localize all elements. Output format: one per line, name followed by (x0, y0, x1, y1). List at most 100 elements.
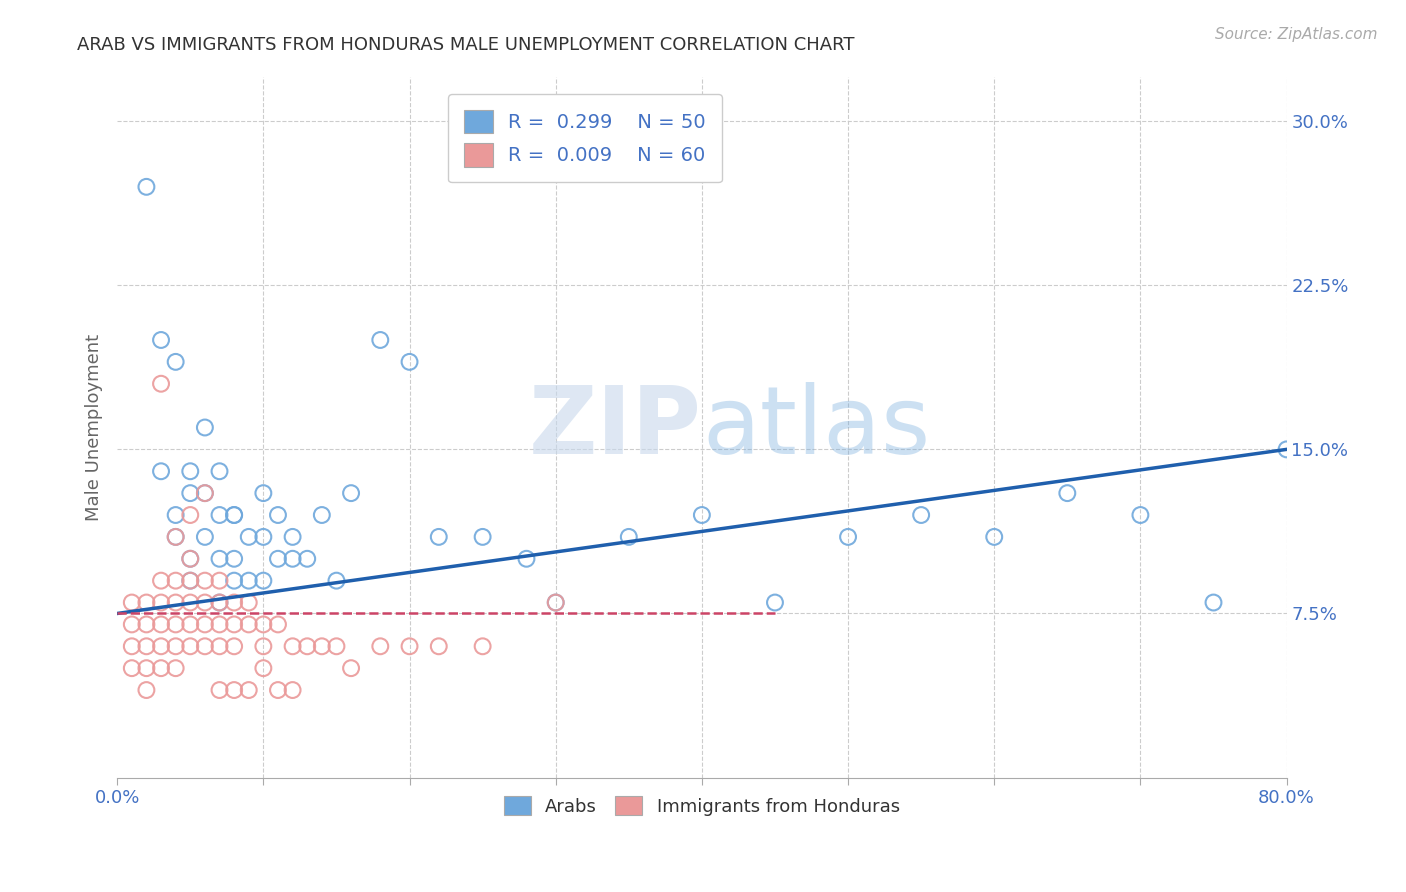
Text: ARAB VS IMMIGRANTS FROM HONDURAS MALE UNEMPLOYMENT CORRELATION CHART: ARAB VS IMMIGRANTS FROM HONDURAS MALE UN… (77, 36, 855, 54)
Point (252, 617, 274, 632)
Point (281, 683, 304, 698)
Point (281, 640, 304, 654)
Point (150, 661, 173, 675)
Point (325, 574, 347, 588)
Point (179, 551, 201, 566)
Point (224, 574, 246, 588)
Text: ZIP: ZIP (529, 382, 702, 474)
Point (267, 617, 290, 632)
Point (165, 661, 187, 675)
Point (165, 530, 187, 544)
Point (368, 333, 391, 347)
Point (471, 640, 494, 654)
Point (150, 574, 173, 588)
Point (179, 508, 201, 522)
Point (297, 640, 319, 654)
Text: Source: ZipAtlas.com: Source: ZipAtlas.com (1215, 27, 1378, 42)
Point (368, 640, 391, 654)
Point (340, 486, 363, 500)
Point (340, 661, 363, 675)
Point (179, 551, 201, 566)
Point (515, 551, 537, 566)
Point (837, 530, 859, 544)
Point (281, 530, 304, 544)
Point (194, 640, 217, 654)
Point (1129, 508, 1152, 522)
Point (267, 683, 290, 698)
Point (983, 530, 1005, 544)
Point (224, 640, 246, 654)
Point (179, 464, 201, 478)
Point (150, 376, 173, 391)
Point (179, 486, 201, 500)
Point (121, 595, 143, 609)
Point (398, 355, 420, 369)
Point (398, 640, 420, 654)
Point (135, 640, 157, 654)
Point (165, 508, 187, 522)
Point (224, 508, 246, 522)
Point (238, 574, 260, 588)
Point (165, 595, 187, 609)
Point (135, 617, 157, 632)
Point (311, 508, 333, 522)
Point (208, 508, 231, 522)
Point (281, 551, 304, 566)
Point (238, 617, 260, 632)
Point (544, 595, 567, 609)
Point (165, 640, 187, 654)
Point (311, 640, 333, 654)
Point (208, 640, 231, 654)
Point (135, 661, 157, 675)
Point (194, 574, 217, 588)
Point (252, 574, 274, 588)
Point (179, 574, 201, 588)
Point (150, 640, 173, 654)
Point (150, 464, 173, 478)
Point (179, 617, 201, 632)
Point (135, 179, 157, 194)
Point (267, 551, 290, 566)
Point (135, 683, 157, 698)
Point (121, 640, 143, 654)
Legend: Arabs, Immigrants from Honduras: Arabs, Immigrants from Honduras (495, 787, 908, 824)
Point (252, 661, 274, 675)
Point (427, 640, 450, 654)
Point (208, 574, 231, 588)
Point (238, 530, 260, 544)
Point (1275, 442, 1298, 457)
Point (238, 595, 260, 609)
Point (179, 595, 201, 609)
Point (208, 683, 231, 698)
Point (267, 508, 290, 522)
Point (1202, 595, 1225, 609)
Point (194, 420, 217, 434)
Point (224, 551, 246, 566)
Point (208, 595, 231, 609)
Point (252, 530, 274, 544)
Point (194, 617, 217, 632)
Point (297, 551, 319, 566)
Point (208, 617, 231, 632)
Point (224, 617, 246, 632)
Point (165, 617, 187, 632)
Point (252, 486, 274, 500)
Point (763, 595, 786, 609)
Point (208, 464, 231, 478)
Point (135, 595, 157, 609)
Point (165, 530, 187, 544)
Point (224, 595, 246, 609)
Point (617, 530, 640, 544)
Point (194, 530, 217, 544)
Point (194, 486, 217, 500)
Point (165, 355, 187, 369)
Point (427, 530, 450, 544)
Point (194, 595, 217, 609)
Point (179, 574, 201, 588)
Point (1056, 486, 1078, 500)
Point (121, 617, 143, 632)
Point (544, 595, 567, 609)
Point (224, 508, 246, 522)
Point (165, 574, 187, 588)
Point (471, 530, 494, 544)
